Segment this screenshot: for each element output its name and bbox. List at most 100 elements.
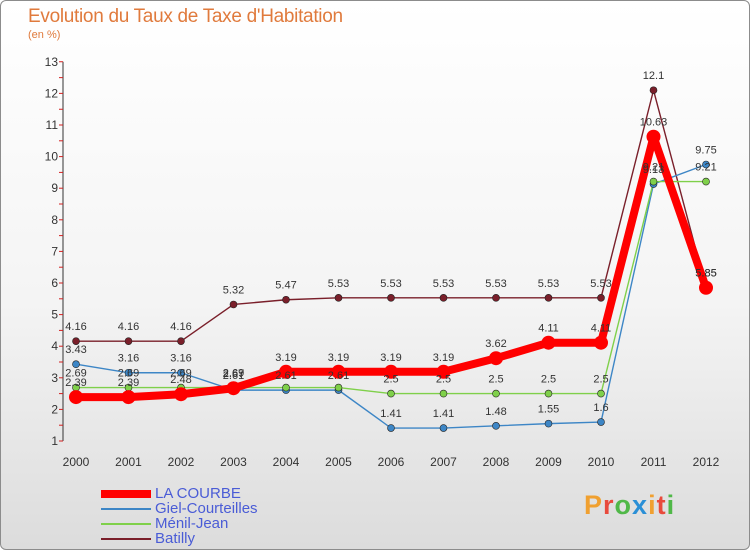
- data-point: [334, 294, 343, 302]
- data-label: 3.19: [275, 352, 296, 364]
- legend-item: Ménil-Jean: [101, 515, 258, 532]
- data-label: 5.53: [538, 278, 559, 290]
- legend-label: Giel-Courteilles: [155, 500, 258, 517]
- x-tick-label: 2008: [483, 455, 510, 469]
- data-point: [384, 364, 398, 379]
- data-point: [72, 360, 80, 369]
- data-label: 4.16: [170, 321, 191, 333]
- data-label: 5.53: [328, 278, 349, 290]
- logo-letter: o: [614, 490, 633, 520]
- legend-item: Batilly: [101, 530, 258, 547]
- chart-title: Evolution du Taux de Taxe d'Habitation: [28, 6, 343, 27]
- data-label: 10.63: [640, 117, 668, 129]
- data-point: [174, 387, 188, 402]
- data-point: [492, 422, 500, 430]
- data-point: [124, 337, 133, 345]
- data-label: 2.39: [65, 377, 86, 389]
- legend-item: Giel-Courteilles: [101, 500, 258, 517]
- data-point: [177, 337, 185, 345]
- logo-letter: r: [603, 490, 615, 520]
- data-label: 12.1: [643, 70, 664, 82]
- data-label: 5.53: [380, 278, 401, 290]
- data-label: 1.55: [538, 404, 559, 416]
- data-point: [226, 381, 241, 396]
- data-label: 2.69: [223, 368, 244, 380]
- y-tick-label: 7: [51, 244, 58, 258]
- data-point: [121, 390, 136, 405]
- data-point: [544, 419, 553, 428]
- logo-letter: i: [666, 490, 676, 520]
- data-point: [597, 389, 605, 398]
- data-point: [646, 129, 661, 144]
- data-label: 4.11: [538, 323, 559, 335]
- data-label: 1.41: [380, 408, 401, 420]
- x-tick-label: 2012: [693, 455, 720, 469]
- data-label: 9.13: [643, 164, 664, 176]
- data-point: [649, 86, 658, 95]
- data-label: 4.11: [591, 323, 612, 335]
- x-tick-label: 2006: [378, 455, 405, 469]
- legend-swatch: [101, 489, 151, 498]
- unit-label: (en %): [28, 29, 61, 41]
- proxiti-logo: Proxiti: [584, 490, 675, 521]
- y-tick-label: 2: [51, 402, 58, 416]
- data-point: [177, 368, 185, 377]
- data-label: 2.67: [223, 368, 244, 380]
- logo-letter: i: [648, 490, 657, 520]
- data-label: 2.61: [328, 370, 349, 382]
- y-tick-label: 13: [45, 55, 59, 69]
- x-tick-label: 2001: [115, 455, 142, 469]
- data-point: [279, 364, 293, 379]
- y-tick-label: 1: [51, 434, 58, 448]
- data-label: 9.21: [695, 162, 716, 174]
- data-label: 5.47: [275, 280, 296, 292]
- data-point: [331, 364, 346, 379]
- y-tick-label: 8: [51, 213, 58, 227]
- legend-swatch: [101, 522, 151, 525]
- x-tick-label: 2002: [168, 455, 195, 469]
- data-point: [489, 351, 503, 366]
- data-label: 2.5: [541, 374, 556, 386]
- data-point: [436, 364, 451, 379]
- x-tick-label: 2005: [325, 455, 352, 469]
- data-point: [649, 177, 658, 186]
- y-tick-label: 9: [51, 181, 58, 195]
- x-tick-label: 2009: [535, 455, 562, 469]
- data-point: [229, 300, 238, 309]
- data-label: 5.53: [485, 278, 506, 290]
- data-point: [594, 335, 608, 350]
- data-label: 1.41: [433, 408, 454, 420]
- data-label: 2.69: [170, 368, 191, 380]
- data-label: 3.16: [118, 353, 139, 365]
- logo-letter: x: [632, 490, 649, 520]
- data-point: [282, 295, 290, 304]
- logo-letter: t: [656, 490, 667, 520]
- data-point: [597, 294, 605, 302]
- data-point: [282, 383, 290, 392]
- data-point: [69, 390, 83, 405]
- data-label: 2.61: [223, 370, 244, 382]
- data-point: [699, 280, 713, 295]
- data-label: 2.5: [383, 374, 398, 386]
- data-point: [124, 368, 133, 377]
- legend-swatch: [101, 507, 151, 510]
- data-point: [702, 177, 710, 186]
- data-label: 5.85: [695, 268, 716, 280]
- data-label: 3.62: [485, 338, 506, 350]
- data-label: 5.53: [590, 278, 611, 290]
- y-tick-label: 11: [46, 118, 59, 132]
- data-label: 3.43: [65, 344, 86, 356]
- y-tick-label: 12: [45, 86, 59, 100]
- y-tick-label: 10: [45, 150, 59, 164]
- data-label: 9.21: [643, 162, 664, 174]
- data-point: [544, 389, 553, 398]
- data-label: 2.39: [118, 377, 139, 389]
- legend-label: LA COURBE: [155, 485, 241, 502]
- legend: LA COURBE Giel-Courteilles Ménil-Jean Batil…: [101, 485, 258, 547]
- data-point: [334, 383, 343, 392]
- data-label: 2.48: [170, 374, 191, 386]
- y-tick-label: 4: [51, 339, 58, 353]
- data-label: 2.5: [436, 374, 451, 386]
